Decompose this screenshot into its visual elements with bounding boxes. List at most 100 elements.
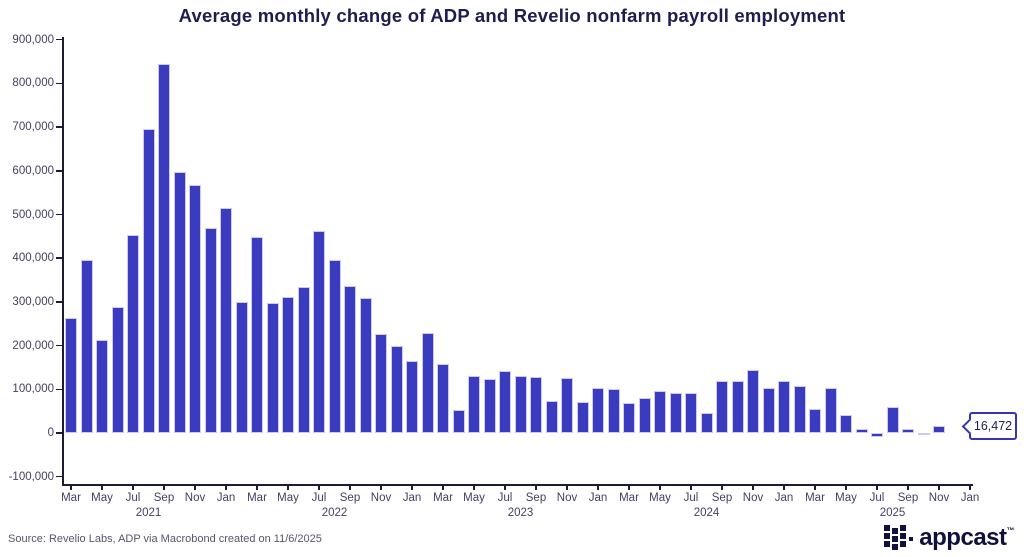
- x-axis-tick: [287, 484, 289, 490]
- x-axis-tick: [845, 484, 847, 490]
- x-axis-month-label: Nov: [556, 492, 578, 504]
- x-axis-tick: [969, 484, 971, 490]
- x-axis-tick: [411, 484, 413, 490]
- bar-Jan-2025: [778, 381, 790, 433]
- x-axis-month-label: May: [463, 492, 485, 504]
- y-axis-label: 200,000: [12, 339, 54, 352]
- x-axis-month-label: May: [835, 492, 857, 504]
- bar-May-2024: [654, 391, 666, 433]
- y-axis-tick: [56, 126, 62, 128]
- x-axis-tick: [659, 484, 661, 490]
- bar-Nov-2022: [375, 333, 387, 433]
- x-axis-tick: [535, 484, 537, 490]
- y-axis-tick: [56, 38, 62, 41]
- bar-Jun-2021: [111, 307, 124, 433]
- callout-value: 16,472: [973, 419, 1013, 433]
- bar-Jul-2025: [871, 433, 883, 438]
- y-axis-tick: [56, 344, 62, 347]
- bar-Sep-2022: [344, 286, 356, 433]
- x-axis-month-label: Sep: [339, 492, 361, 504]
- appcast-logo: appcast™: [884, 524, 1014, 552]
- x-axis-tick: [907, 484, 909, 490]
- x-axis-year-label: 2025: [879, 507, 906, 519]
- y-axis-label: 900,000: [12, 33, 54, 46]
- x-axis-month-label: Sep: [711, 492, 733, 504]
- x-axis-tick: [442, 484, 444, 490]
- x-axis-tick: [380, 484, 382, 490]
- bar-Dec-2023: [576, 401, 589, 433]
- bar-Apr-2024: [638, 397, 651, 433]
- bar-Oct-2021: [173, 171, 186, 433]
- bar-Feb-2025: [793, 385, 806, 433]
- x-axis-month-label: Mar: [805, 492, 825, 504]
- y-axis-tick: [56, 301, 62, 303]
- bar-May-2025: [840, 415, 852, 433]
- x-axis-tick: [721, 484, 723, 490]
- x-axis-month-label: Jul: [683, 492, 699, 504]
- bar-Feb-2024: [607, 389, 620, 433]
- x-axis-tick: [318, 484, 320, 490]
- appcast-squares-icon: [884, 524, 914, 552]
- y-axis-label: 800,000: [12, 77, 54, 90]
- bar-Dec-2024: [762, 387, 775, 433]
- y-axis-label: -100,000: [8, 470, 54, 483]
- y-axis-label: 100,000: [12, 383, 54, 396]
- x-axis-tick: [628, 484, 630, 490]
- y-axis-tick: [56, 257, 62, 259]
- x-axis-month-label: Jul: [125, 492, 141, 504]
- x-axis-month-label: Mar: [619, 492, 639, 504]
- bar-Jun-2025: [855, 428, 868, 433]
- x-axis-tick: [101, 484, 103, 490]
- bar-Mar-2021: [65, 318, 77, 433]
- y-axis-label: 300,000: [12, 295, 54, 308]
- bar-Jul-2024: [685, 392, 697, 433]
- x-axis-month-label: Sep: [153, 492, 175, 504]
- bar-Jul-2022: [313, 231, 325, 433]
- bar-Oct-2024: [731, 381, 744, 433]
- bar-Jul-2021: [127, 235, 139, 433]
- x-axis-tick: [194, 484, 196, 490]
- y-axis-label: 500,000: [12, 208, 54, 221]
- bar-Nov-2025: [933, 425, 945, 433]
- bar-May-2022: [282, 296, 294, 433]
- x-axis-month-label: Sep: [525, 492, 547, 504]
- trademark-symbol: ™: [1006, 526, 1015, 535]
- bar-Nov-2021: [189, 184, 201, 433]
- bar-Aug-2023: [514, 376, 527, 433]
- y-axis-label: 400,000: [12, 252, 54, 265]
- x-axis-year-label: 2021: [135, 507, 162, 519]
- y-axis-tick: [56, 170, 62, 172]
- x-axis-month-label: May: [277, 492, 299, 504]
- x-axis-year-label: 2022: [321, 507, 348, 519]
- x-axis-tick: [566, 484, 568, 490]
- y-axis-line: [62, 37, 64, 485]
- bar-Apr-2021: [80, 259, 93, 433]
- bar-Mar-2024: [623, 403, 635, 433]
- x-axis-tick: [473, 484, 475, 490]
- x-axis-year-label: 2023: [507, 507, 534, 519]
- x-axis-month-label: Sep: [897, 492, 919, 504]
- y-axis-tick: [56, 432, 62, 434]
- bar-Sep-2023: [530, 377, 542, 433]
- y-axis-tick: [56, 213, 62, 216]
- x-axis-month-label: Jul: [869, 492, 885, 504]
- bar-Feb-2022: [235, 301, 248, 433]
- x-axis-month-label: Nov: [370, 492, 392, 504]
- x-axis-month-label: May: [649, 492, 671, 504]
- y-axis-label: 700,000: [12, 121, 54, 134]
- bar-Mar-2023: [437, 363, 449, 433]
- source-note: Source: Revelio Labs, ADP via Macrobond …: [8, 533, 322, 545]
- x-axis-tick: [814, 484, 816, 490]
- x-axis-month-label: Jul: [311, 492, 327, 504]
- bar-Mar-2022: [251, 236, 263, 433]
- bar-Jun-2022: [297, 287, 310, 433]
- bar-Apr-2022: [266, 303, 279, 433]
- bar-Aug-2021: [142, 128, 155, 433]
- x-axis-month-label: Mar: [61, 492, 81, 504]
- x-axis-tick: [70, 484, 72, 490]
- bar-Aug-2024: [700, 412, 713, 433]
- x-axis-month-label: Nov: [184, 492, 206, 504]
- bar-Oct-2023: [545, 400, 558, 433]
- bar-Aug-2025: [886, 406, 899, 433]
- bar-Jan-2024: [592, 387, 604, 433]
